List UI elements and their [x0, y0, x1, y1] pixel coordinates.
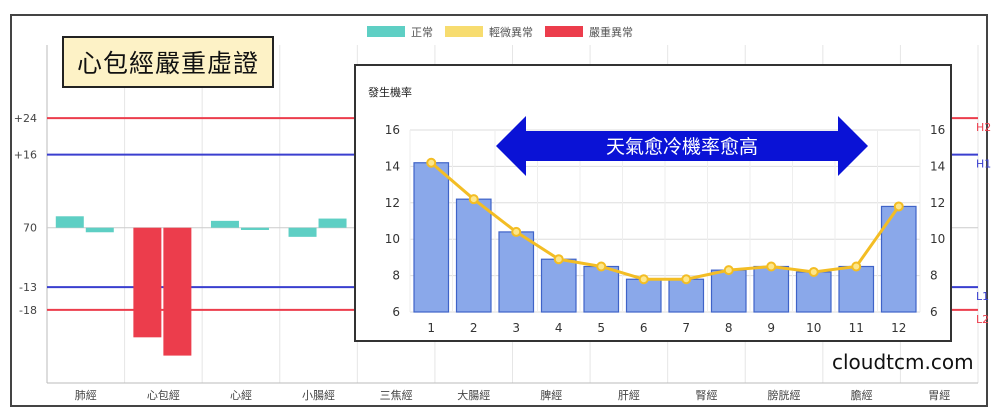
meridian-bar [318, 218, 347, 228]
meridian-label: 肝經 [618, 388, 640, 402]
meridian-bar [163, 227, 192, 356]
double-arrow-shape [496, 116, 868, 176]
probability-chart-panel: 發生機率 6 6 8 8 10 10 12 12 14 14 16 16 1 2 3 4 5 6 7 8 9 10 11 12 … [354, 64, 952, 342]
x-tick-label: 1 [427, 321, 435, 335]
inset-line-point [851, 261, 862, 272]
inset-line-point [426, 157, 437, 168]
diagnosis-title: 心包經嚴重虛證 [62, 36, 274, 88]
reference-line-label: -18 [19, 304, 37, 317]
inset-bar [753, 265, 790, 313]
inset-line-point [766, 261, 777, 272]
inset-line-point [596, 261, 607, 272]
y-tick-label-right: 12 [930, 196, 945, 210]
meridian-label: 肺經 [75, 388, 97, 402]
x-tick-label: 12 [891, 321, 906, 335]
inset-bar [498, 231, 535, 313]
inset-bar [625, 278, 662, 313]
meridian-label: 三焦經 [380, 388, 413, 402]
meridian-bar [240, 227, 269, 230]
y-axis-title: 發生機率 [368, 85, 412, 99]
x-tick-label: 5 [597, 321, 605, 335]
y-tick-label-left: 14 [385, 159, 400, 173]
inset-line-point [638, 274, 649, 285]
y-tick-label-left: 6 [392, 305, 400, 319]
y-tick-label-left: 8 [392, 269, 400, 283]
meridian-bar [133, 227, 162, 338]
meridian-label: 膽經 [851, 388, 873, 402]
meridian-label: 腎經 [695, 388, 717, 402]
meridian-bar [85, 227, 114, 233]
inset-line-point [723, 265, 734, 276]
meridian-label: 胃經 [928, 388, 950, 402]
meridian-label: 心經 [230, 388, 252, 402]
x-tick-label: 6 [640, 321, 648, 335]
x-tick-label: 9 [767, 321, 775, 335]
legend-label: 輕微異常 [489, 25, 533, 39]
legend-label: 正常 [411, 26, 433, 39]
main-chart-frame [10, 14, 988, 407]
y-tick-label-left: 10 [385, 232, 400, 246]
annotation-arrow: 天氣愈冷機率愈高 [496, 116, 868, 176]
inset-bar [710, 269, 747, 313]
reference-line-label: 70 [23, 222, 37, 235]
legend-swatch [445, 26, 483, 37]
meridian-label: 膀胱經 [768, 388, 801, 402]
reference-line-tag: H2 [976, 121, 991, 134]
inset-line-point [553, 254, 564, 265]
brand-watermark: cloudtcm.com [832, 350, 974, 374]
x-tick-label: 8 [725, 321, 733, 335]
y-tick-label-right: 6 [930, 305, 938, 319]
inset-bar [583, 265, 620, 313]
y-tick-label-right: 10 [930, 232, 945, 246]
legend-swatch [545, 26, 583, 37]
inset-bars [413, 162, 917, 313]
inset-line-series [426, 157, 904, 285]
x-tick-label: 2 [470, 321, 478, 335]
reference-line-tag: H1 [976, 158, 991, 171]
meridian-label: 心包經 [147, 388, 180, 402]
meridian-labels: 肺經 心包經 心經 小腸經 三焦經 大腸經 脾經 肝經 腎經 膀胱經 膽經 胃經 [75, 388, 950, 402]
inset-line-point [468, 194, 479, 205]
inset-line-point [808, 266, 819, 277]
x-tick-label: 10 [806, 321, 821, 335]
meridian-label: 小腸經 [302, 388, 335, 402]
x-tick-label: 7 [682, 321, 690, 335]
inset-grid [409, 129, 921, 313]
x-tick-label: 11 [849, 321, 864, 335]
y-tick-label-right: 14 [930, 159, 945, 173]
x-tick-label: 3 [512, 321, 520, 335]
meridian-bar [55, 216, 84, 228]
inset-line-point [681, 274, 692, 285]
x-tick-label: 4 [555, 321, 563, 335]
y-tick-label-right: 16 [930, 123, 945, 137]
reference-line-label: +16 [14, 149, 37, 162]
inset-bar [455, 198, 492, 313]
reference-line-label: +24 [14, 112, 37, 125]
y-tick-label-right: 8 [930, 269, 938, 283]
meridian-label: 脾經 [540, 388, 562, 402]
inset-line-point [511, 226, 522, 237]
reference-line-tag: L1 [976, 290, 989, 303]
legend-label: 嚴重異常 [589, 25, 633, 39]
inset-bar [838, 265, 875, 313]
legend-swatch [367, 26, 405, 37]
inset-bar [795, 271, 832, 313]
meridian-label: 大腸經 [457, 388, 490, 402]
inset-bar [540, 258, 577, 313]
inset-bar [413, 162, 450, 313]
legend: 正常 輕微異常 嚴重異常 [367, 25, 633, 39]
meridian-bar [288, 227, 317, 237]
inset-line-point [893, 201, 904, 212]
meridian-bar [210, 220, 239, 228]
reference-line-label: -13 [19, 281, 37, 294]
y-tick-label-left: 16 [385, 123, 400, 137]
reference-line-tag: L2 [976, 313, 989, 326]
inset-line [430, 161, 900, 281]
annotation-text: 天氣愈冷機率愈高 [606, 136, 758, 158]
y-tick-label-left: 12 [385, 196, 400, 210]
